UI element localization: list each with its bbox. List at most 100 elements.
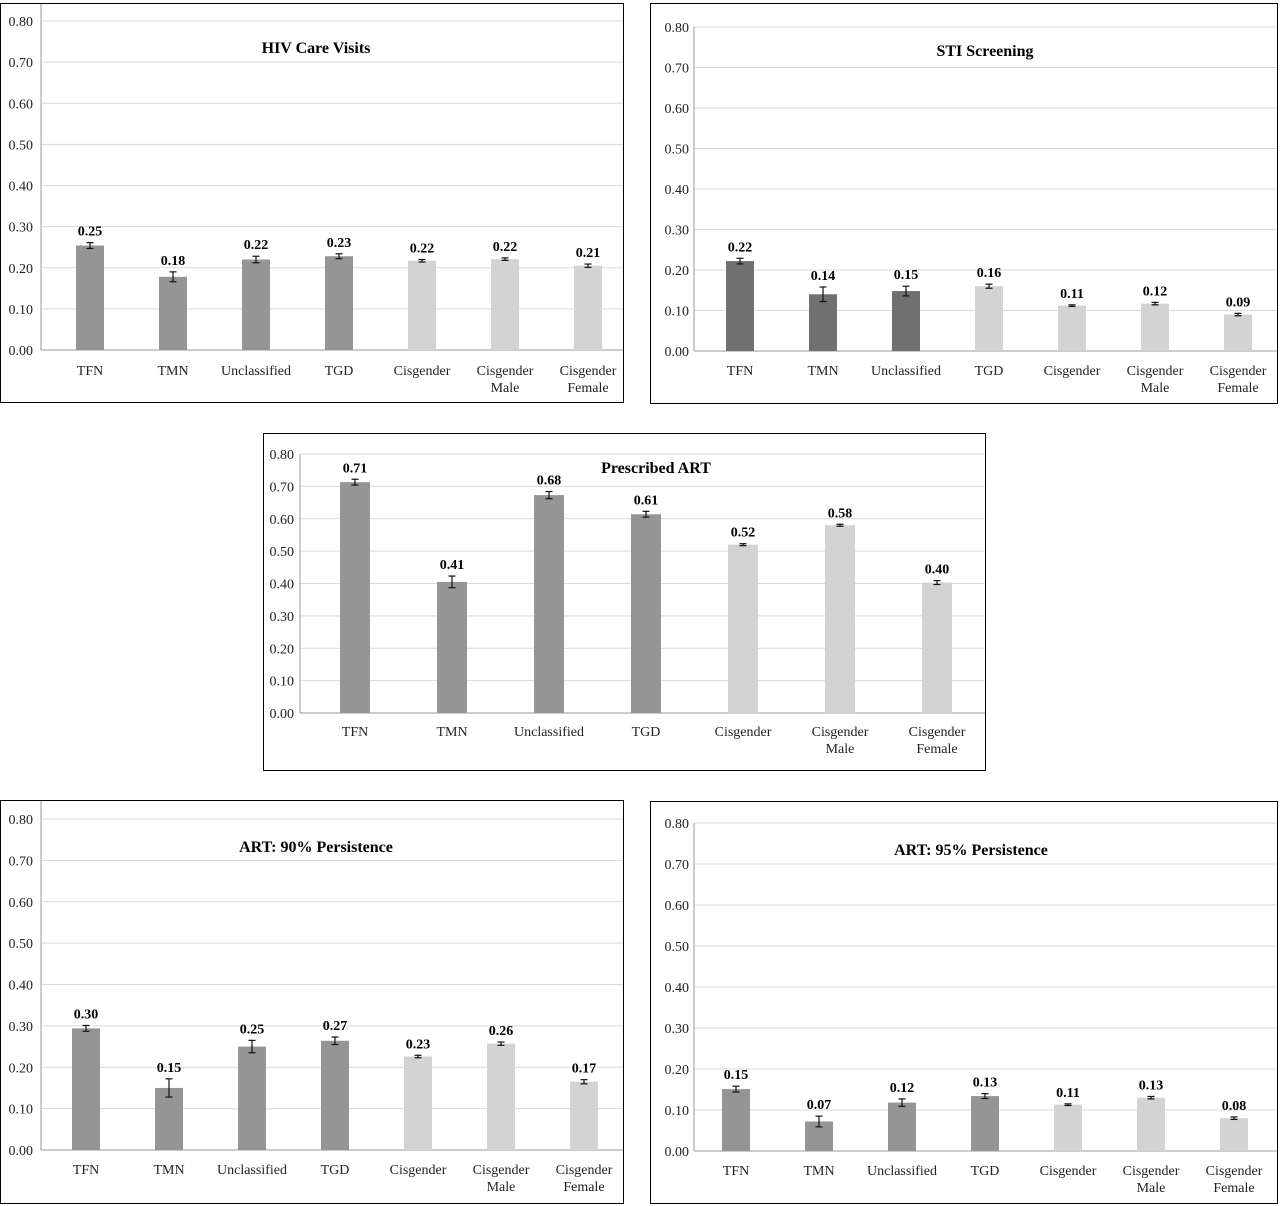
bar: [892, 291, 920, 351]
y-tick-label: 0.00: [9, 344, 34, 359]
x-tick-label: Cisgender: [1123, 1164, 1180, 1179]
y-tick-label: 0.10: [665, 1104, 690, 1119]
x-tick-label: Female: [1217, 381, 1258, 396]
y-tick-label: 0.60: [9, 896, 34, 911]
y-tick-label: 0.70: [270, 480, 295, 495]
y-tick-label: 0.00: [665, 345, 690, 360]
bar: [570, 1081, 598, 1150]
x-tick-label: Cisgender: [1206, 1164, 1263, 1179]
error-bar: [902, 285, 910, 297]
chart-panel-sti-screening: 0.00 0.10 0.20 0.30 0.40 0.50 0.60 0.70 0.80 STI …: [650, 3, 1278, 404]
data-label: 0.13: [1139, 1078, 1164, 1093]
data-label: 0.58: [828, 506, 853, 521]
error-bar: [335, 253, 343, 260]
y-tick-label: 0.50: [270, 545, 295, 560]
data-label: 0.09: [1226, 295, 1251, 310]
data-label: 0.22: [410, 242, 435, 257]
y-tick-label: 0.60: [665, 102, 690, 117]
chart-title: Prescribed ART: [601, 460, 711, 477]
bar: [76, 245, 104, 350]
bar: [534, 495, 564, 713]
data-label: 0.14: [811, 269, 836, 284]
y-tick-label: 0.40: [665, 183, 690, 198]
y-tick-label: 0.30: [665, 224, 690, 239]
y-tick-label: 0.70: [665, 858, 690, 873]
error-bar: [1064, 1103, 1072, 1107]
data-label: 0.16: [977, 266, 1002, 281]
data-label: 0.15: [894, 268, 919, 283]
y-tick-label: 0.20: [665, 1063, 690, 1078]
bar: [1141, 303, 1169, 351]
error-bar: [497, 1041, 505, 1046]
error-bar: [165, 1078, 173, 1098]
y-tick-label: 0.10: [270, 675, 295, 690]
x-tick-label: Male: [826, 742, 855, 757]
error-bar: [1147, 1095, 1155, 1100]
y-tick-label: 0.50: [9, 138, 34, 153]
x-tick-label: Cisgender: [1210, 364, 1267, 379]
y-tick-label: 0.40: [9, 979, 34, 994]
y-tick-label: 0.70: [665, 62, 690, 77]
x-tick-label: TMN: [807, 364, 838, 379]
data-label: 0.52: [731, 526, 756, 541]
y-tick-label: 0.50: [9, 937, 34, 952]
error-bar: [1234, 312, 1242, 317]
x-tick-label: Unclassified: [514, 725, 584, 740]
x-tick-label: TGD: [632, 725, 661, 740]
error-bar: [584, 263, 592, 268]
x-tick-label: Cisgender: [556, 1163, 613, 1178]
error-bar: [169, 271, 177, 283]
chart-title: ART: 90% Persistence: [239, 839, 393, 856]
y-tick-label: 0.20: [270, 642, 295, 657]
y-tick-label: 0.00: [270, 707, 295, 722]
error-bar: [736, 257, 744, 265]
x-tick-label: Cisgender: [715, 725, 772, 740]
data-label: 0.15: [724, 1068, 749, 1083]
x-tick-label: Cisgender: [1127, 364, 1184, 379]
error-bar: [331, 1036, 339, 1046]
bar: [159, 276, 187, 350]
x-tick-label: TFN: [727, 364, 753, 379]
y-tick-label: 0.40: [665, 981, 690, 996]
bar: [238, 1046, 266, 1150]
data-label: 0.71: [343, 461, 368, 476]
error-bar: [739, 543, 747, 547]
data-label: 0.07: [807, 1098, 832, 1113]
y-tick-label: 0.30: [665, 1022, 690, 1037]
chart-title: ART: 95% Persistence: [894, 842, 1048, 859]
x-tick-label: Unclassified: [867, 1164, 937, 1179]
error-bar: [414, 1054, 422, 1059]
data-label: 0.23: [327, 236, 352, 251]
x-tick-label: Cisgender: [394, 364, 451, 379]
bar: [722, 1089, 750, 1151]
bar: [825, 525, 855, 713]
data-label: 0.41: [440, 558, 465, 573]
x-tick-label: Cisgender: [477, 364, 534, 379]
y-tick-label: 0.20: [9, 262, 34, 277]
y-tick-label: 0.40: [9, 180, 34, 195]
x-tick-label: TMN: [803, 1164, 834, 1179]
y-tick-label: 0.50: [665, 940, 690, 955]
y-tick-label: 0.30: [9, 221, 34, 236]
y-tick-label: 0.40: [270, 578, 295, 593]
y-tick-label: 0.10: [9, 303, 34, 318]
y-tick-label: 0.70: [9, 56, 34, 71]
y-tick-label: 0.30: [9, 1020, 34, 1035]
bar: [155, 1087, 183, 1150]
y-tick-label: 0.00: [665, 1145, 690, 1160]
data-label: 0.22: [728, 240, 753, 255]
x-tick-label: Male: [491, 381, 520, 396]
error-bar: [501, 257, 509, 261]
bar: [1054, 1104, 1082, 1151]
data-label: 0.21: [576, 246, 601, 261]
chart-svg: 0.00 0.10 0.20 0.30 0.40 0.50 0.60 0.70 0.80 STI …: [665, 21, 1277, 396]
x-tick-label: Male: [487, 1180, 516, 1195]
chart-svg: 0.00 0.10 0.20 0.30 0.40 0.50 0.60 0.70 0.80 Pres…: [270, 448, 985, 757]
bar: [922, 582, 952, 713]
bar: [631, 514, 661, 713]
chart-svg: 0.00 0.10 0.20 0.30 0.40 0.50 0.60 0.70 0.80 HIV …: [9, 4, 623, 396]
y-tick-label: 0.00: [9, 1144, 34, 1159]
error-bar: [248, 1039, 256, 1054]
data-label: 0.68: [537, 474, 562, 489]
x-tick-label: TGD: [321, 1163, 350, 1178]
